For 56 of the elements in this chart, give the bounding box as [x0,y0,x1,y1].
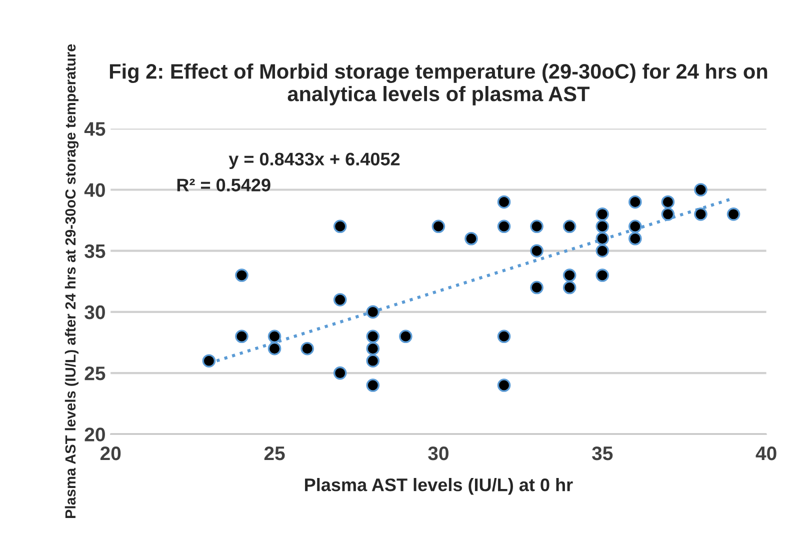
point [333,293,347,306]
point [268,342,282,356]
point [497,195,511,209]
point [628,195,642,209]
x-tick-label: 20 [100,446,121,460]
x-tick-label: 30 [428,446,448,460]
point [333,366,347,380]
point [333,220,347,234]
point [596,220,610,234]
point [366,342,380,356]
point [432,220,446,234]
point [596,208,610,221]
point [497,330,511,344]
point [530,220,544,234]
point [596,232,610,246]
point [366,378,380,392]
point [530,244,544,258]
point [464,232,478,246]
point [530,280,544,294]
y-axis-title: Plasma AST levels (IU/L) after 24 hrs at 29-30oC storage temperature [64,44,79,518]
point [661,195,675,209]
point [366,305,380,319]
x-tick-label: 40 [756,446,776,460]
x-tick-label: 35 [592,446,613,460]
point [235,330,248,344]
annotation: R² = 0.5429 [177,178,270,192]
point [562,220,576,234]
point [628,220,642,234]
point [399,330,412,344]
y-tick-label: 40 [84,183,105,197]
point [497,378,511,392]
point [497,220,511,234]
point [235,268,248,282]
point [562,280,576,294]
y-tick-label: 20 [84,428,105,442]
x-axis-title: Plasma AST levels (IU/L) at 0 hr [305,478,573,495]
point [628,232,642,246]
point [268,330,282,344]
point [366,354,380,368]
point [300,342,314,356]
point [694,183,708,196]
point [596,268,610,282]
y-tick-label: 30 [84,305,105,320]
point [596,244,610,258]
point [694,208,708,221]
y-tick-label: 25 [84,366,106,380]
point [661,208,675,221]
point [202,354,216,368]
point [562,268,576,282]
x-tick-label: 25 [264,446,285,460]
chart-title: Fig 2: Effect of Morbid storage temperature (29-30oC) for 24 hrs on analytica levels of plasma AST [110,63,768,106]
y-tick-label: 35 [84,244,106,258]
point [726,208,740,221]
point [366,330,380,344]
y-tick-label: 45 [84,122,106,136]
annotation: y = 0.8433x + 6.4052 [228,152,400,170]
